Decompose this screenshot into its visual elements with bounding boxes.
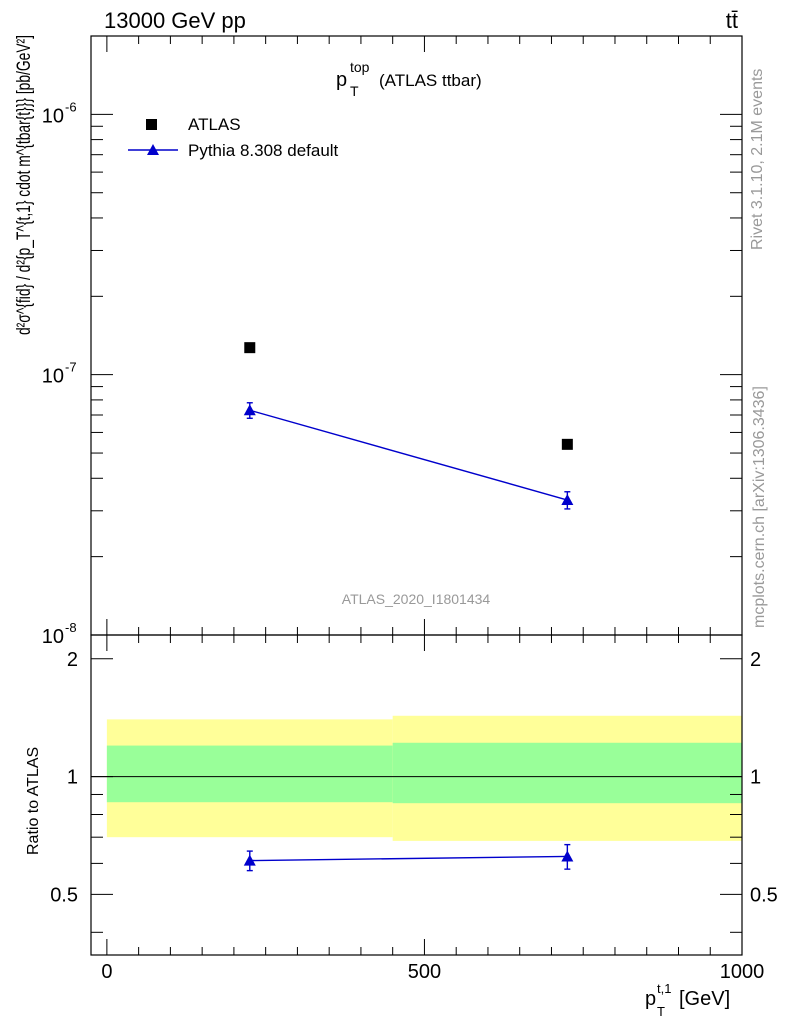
- atlas-data-point: [244, 342, 256, 354]
- main-y-tick-label-exp: -8: [65, 620, 77, 635]
- legend-marker-pythia: [147, 144, 159, 155]
- x-tick-label: 1000: [720, 961, 765, 983]
- plot-title-sub: T: [350, 83, 359, 99]
- main-y-tick-label-base: 10: [42, 366, 64, 388]
- main-y-axis-label-text: d²σ^{fid} / d²{p_T^{t,1} cdot m^{tbar{t}…: [14, 35, 35, 335]
- plot-title-sup: top: [350, 59, 370, 75]
- ratio-y-tick-label-right: 1: [750, 767, 761, 789]
- x-axis-label-unit: [GeV]: [679, 988, 730, 1010]
- ratio-inner-band: [392, 742, 742, 804]
- ratio-y-tick-label-left: 0.5: [50, 884, 78, 906]
- legend-marker-atlas: [146, 119, 157, 130]
- pythia-data-point: [561, 494, 574, 506]
- rivet-label: Rivet 3.1.10, 2.1M events: [749, 69, 766, 250]
- main-series: [243, 342, 574, 510]
- x-tick-label: 500: [408, 961, 441, 983]
- main-y-tick-label-base: 10: [42, 626, 64, 648]
- legend: ATLAS Pythia 8.308 default: [128, 115, 339, 160]
- plot-title-main: p: [336, 69, 347, 91]
- ratio-y-tick-label-left: 2: [67, 649, 78, 671]
- plot-title-suffix: (ATLAS ttbar): [379, 71, 482, 90]
- beam-label: 13000 GeV pp: [104, 8, 246, 33]
- ratio-panel: [90, 634, 743, 956]
- ratio-pythia-point: [243, 854, 256, 866]
- legend-label-atlas: ATLAS: [188, 115, 241, 134]
- x-tick-label: 0: [101, 961, 112, 983]
- ratio-y-axis-label: Ratio to ATLAS: [25, 747, 42, 855]
- x-axis-label-sup: t,1: [657, 981, 671, 996]
- analysis-id: ATLAS_2020_I1801434: [342, 591, 491, 607]
- atlas-data-point: [561, 438, 573, 450]
- main-y-axis-label: d²σ^{fid} / d²{p_T^{t,1} cdot m^{tbar{t}…: [14, 35, 35, 335]
- ratio-inner-band: [106, 745, 393, 803]
- ratio-y-tick-label-left: 1: [67, 767, 78, 789]
- ratio-axis-ticks: 0.5 0.5 1 1 2 2 0 500 1000: [50, 635, 778, 983]
- ratio-y-tick-label-right: 0.5: [750, 884, 778, 906]
- ratio-pythia-point: [561, 850, 574, 862]
- legend-label-pythia: Pythia 8.308 default: [188, 141, 339, 160]
- ratio-y-tick-label-right: 2: [750, 649, 761, 671]
- mcplots-label: mcplots.cern.ch [arXiv:1306.3436]: [751, 386, 768, 628]
- main-y-tick-label-exp: -6: [65, 99, 77, 114]
- x-axis-label-p: p: [645, 988, 656, 1010]
- x-axis-label: p t,1 T [GeV]: [645, 981, 730, 1019]
- x-axis-label-sub: T: [657, 1004, 665, 1019]
- main-y-tick-label-exp: -7: [65, 360, 77, 375]
- ratio-frame: [90, 634, 743, 956]
- pythia-line: [249, 409, 568, 501]
- ratio-pythia-line: [249, 855, 568, 862]
- main-y-tick-label: 10 -8: [42, 620, 77, 648]
- main-y-tick-label: 10 -6: [42, 99, 77, 127]
- ratio-series: [243, 843, 574, 872]
- main-y-tick-label: 10 -7: [42, 360, 77, 388]
- main-y-tick-label-base: 10: [42, 105, 64, 127]
- process-label: tt̄: [726, 8, 738, 33]
- plot-title: p top T (ATLAS ttbar): [336, 59, 482, 99]
- pythia-data-point: [243, 404, 256, 416]
- main-axis-ticks: 10-810-710-6: [42, 35, 743, 648]
